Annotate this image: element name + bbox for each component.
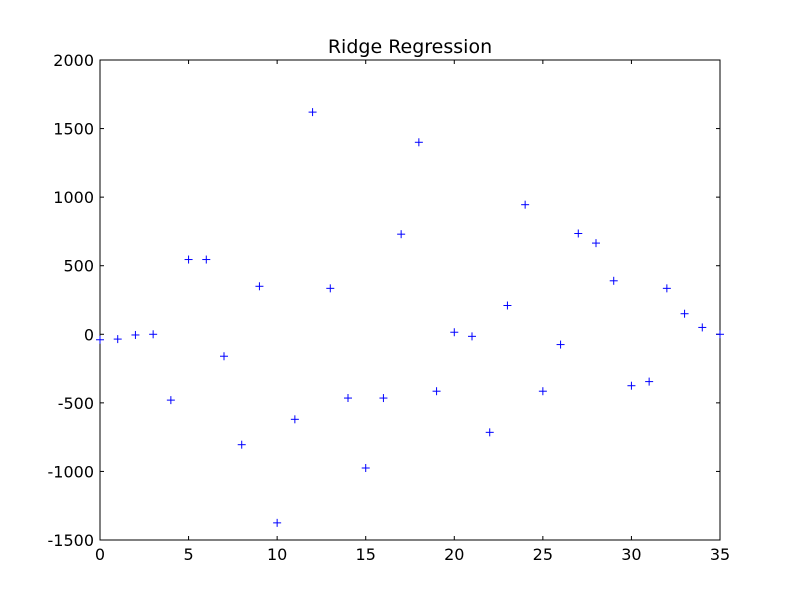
data-point	[521, 200, 530, 209]
data-point	[273, 518, 282, 527]
data-point	[556, 340, 565, 349]
y-tick-label: -1500	[48, 531, 95, 550]
data-point	[574, 229, 583, 238]
data-point	[361, 464, 370, 472]
data-point	[237, 440, 246, 449]
data-point	[220, 352, 228, 361]
data-point	[379, 394, 388, 403]
plot-area	[99, 59, 721, 541]
chart-title: Ridge Regression	[328, 36, 492, 58]
data-point	[592, 239, 600, 248]
data-point	[645, 377, 654, 386]
data-point	[450, 328, 459, 337]
data-point	[468, 332, 476, 341]
y-tick-label: 1000	[53, 188, 94, 207]
x-tick-label: 25	[533, 545, 553, 564]
data-point	[432, 387, 441, 396]
x-tick-label: 0	[95, 545, 105, 564]
data-point	[698, 323, 707, 332]
data-point	[131, 330, 140, 339]
data-point	[255, 282, 264, 291]
data-point	[326, 284, 335, 293]
data-point	[113, 335, 122, 344]
data-point	[344, 394, 352, 403]
data-point	[308, 108, 317, 117]
data-point	[202, 255, 211, 264]
data-point	[503, 301, 512, 310]
data-point	[609, 276, 618, 285]
y-tick-label: 500	[63, 257, 94, 276]
data-point	[184, 255, 193, 264]
y-tick-label: -500	[58, 394, 94, 413]
x-tick-label: 20	[444, 545, 464, 564]
y-tick-label: -1000	[48, 462, 95, 481]
y-tick-label: 1500	[53, 120, 94, 139]
data-point	[166, 396, 175, 405]
y-tick-label: 2000	[53, 51, 94, 70]
data-points	[96, 108, 724, 527]
axis-ticks: 0 5 10 15 20 25 30 35 -1500 -1000 -500 0 500 1000 1500…	[48, 51, 731, 564]
data-point	[96, 335, 104, 344]
data-point	[485, 428, 494, 437]
x-tick-label: 5	[183, 545, 193, 564]
y-tick-label: 0	[84, 325, 94, 344]
data-point	[716, 330, 724, 339]
data-point	[627, 381, 636, 390]
data-point	[290, 415, 299, 424]
data-point	[680, 309, 689, 318]
x-tick-label: 35	[710, 545, 730, 564]
data-point	[414, 138, 423, 147]
data-point	[538, 387, 547, 396]
data-point	[662, 284, 671, 293]
data-point	[397, 230, 406, 239]
data-point	[149, 330, 158, 339]
x-tick-label: 30	[621, 545, 641, 564]
x-tick-label: 15	[356, 545, 376, 564]
x-tick-label: 10	[267, 545, 287, 564]
